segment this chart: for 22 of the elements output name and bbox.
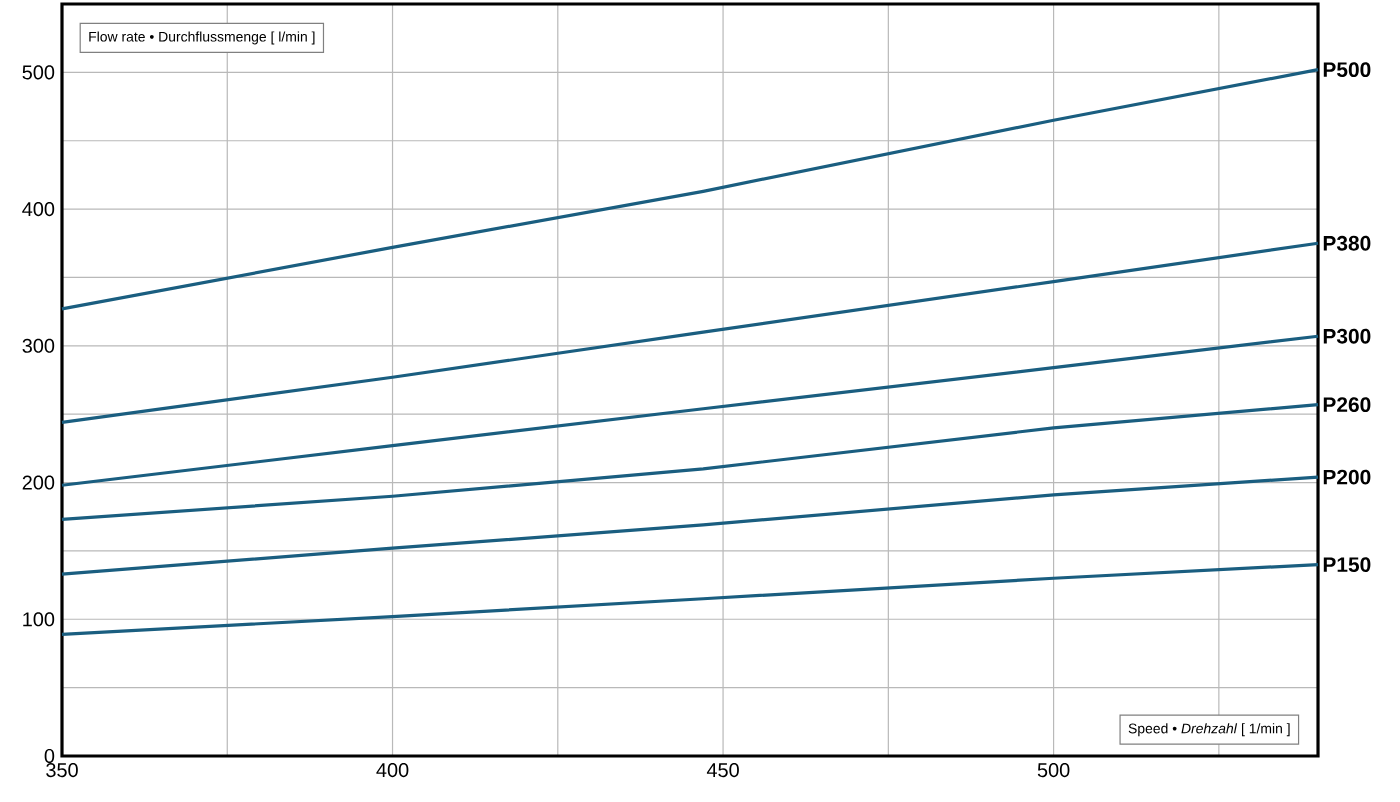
x-tick-label: 450: [706, 763, 739, 778]
x-tick-label: 350: [46, 763, 78, 778]
y-tick-label: 500: [22, 65, 55, 80]
line-series: [60, 403, 1320, 522]
y-tick-label: 100: [23, 612, 55, 627]
x-tick-label: 500: [1037, 763, 1070, 778]
x-tick-label: 400: [376, 763, 409, 778]
line-series: [60, 475, 1320, 576]
line-series: [60, 562, 1320, 636]
series-label: P380: [1323, 235, 1371, 251]
series-label: P150: [1323, 557, 1371, 572]
y-tick-label: 0: [44, 748, 55, 764]
line-series: [60, 334, 1320, 487]
line-series: [60, 241, 1320, 424]
y-tick-label: 300: [22, 338, 55, 353]
series-label: P260: [1323, 397, 1371, 413]
series-label: P300: [1323, 328, 1371, 344]
series-label: P500: [1323, 62, 1371, 78]
series-label: P200: [1323, 469, 1371, 485]
y-tick-label: 400: [22, 202, 55, 217]
y-tick-label: 200: [22, 475, 55, 490]
line-series: [60, 68, 1320, 311]
